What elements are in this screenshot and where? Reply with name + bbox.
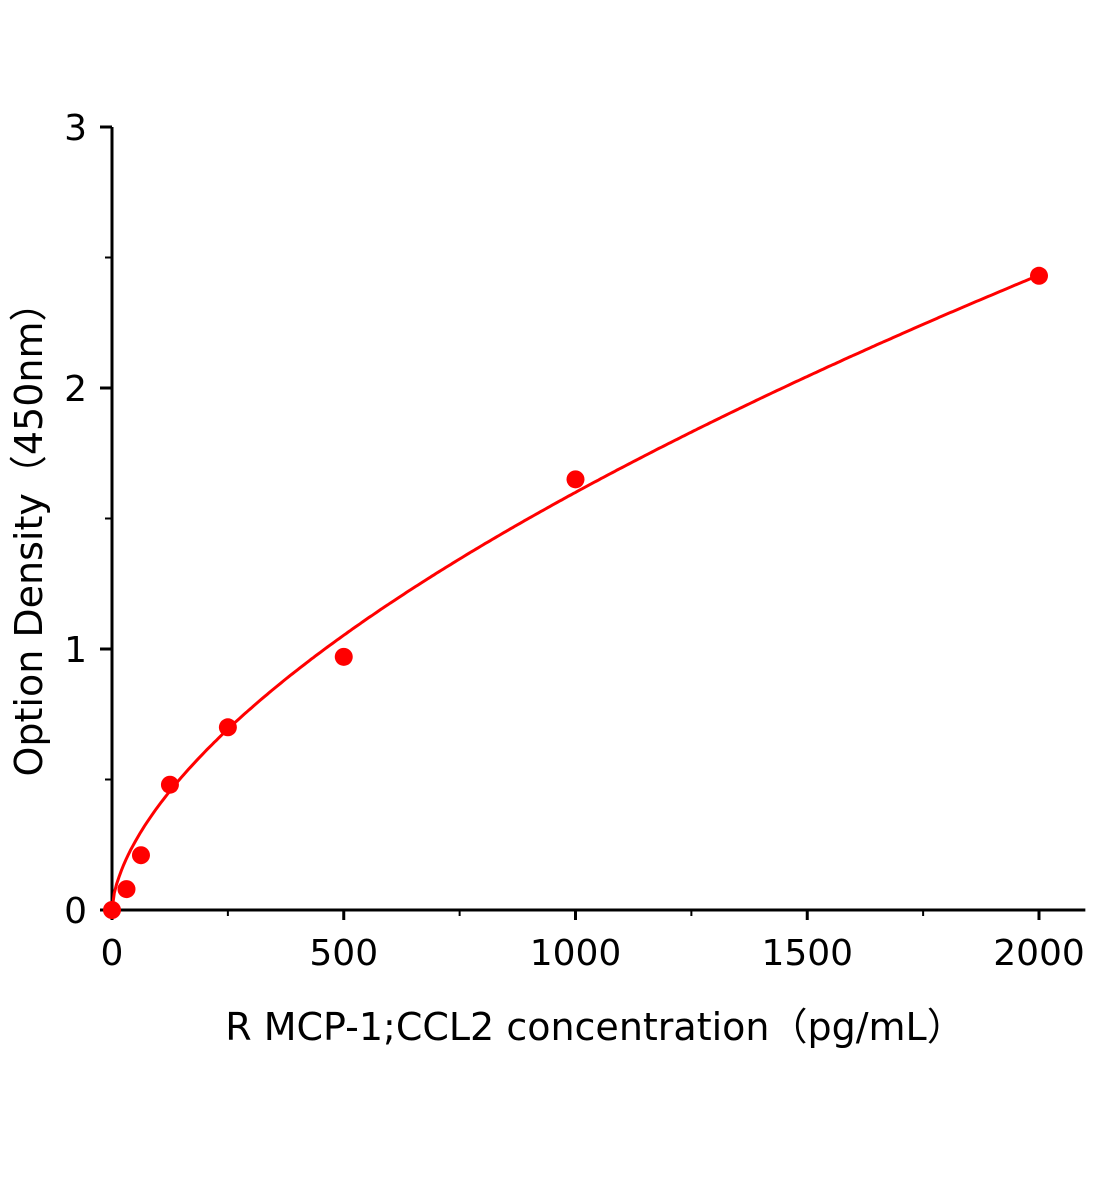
data-point — [131, 846, 150, 865]
data-points — [103, 266, 1048, 919]
data-point — [566, 470, 585, 489]
fit-curve — [110, 273, 1040, 911]
y-tick-label: 0 — [64, 891, 87, 932]
y-tick-label: 1 — [64, 630, 87, 671]
axes: 0 500 1000 1500 2000 0 1 2 3 — [64, 108, 1086, 974]
y-tick-label: 2 — [64, 369, 87, 410]
data-point — [334, 647, 353, 666]
x-tick-label: 500 — [309, 933, 378, 974]
data-point — [117, 880, 136, 899]
data-point — [160, 775, 179, 794]
data-point — [1030, 266, 1048, 285]
x-tick-label: 1500 — [761, 933, 853, 974]
y-axis-label: Option Density（450nm） — [7, 284, 51, 777]
x-tick-label: 2000 — [993, 933, 1085, 974]
x-tick-label: 0 — [101, 933, 124, 974]
x-axis-label: R MCP-1;CCL2 concentration（pg/mL） — [225, 1005, 964, 1049]
data-point — [103, 901, 121, 919]
x-tick-label: 1000 — [530, 933, 622, 974]
y-tick-label: 3 — [64, 108, 87, 149]
data-point — [218, 718, 237, 737]
